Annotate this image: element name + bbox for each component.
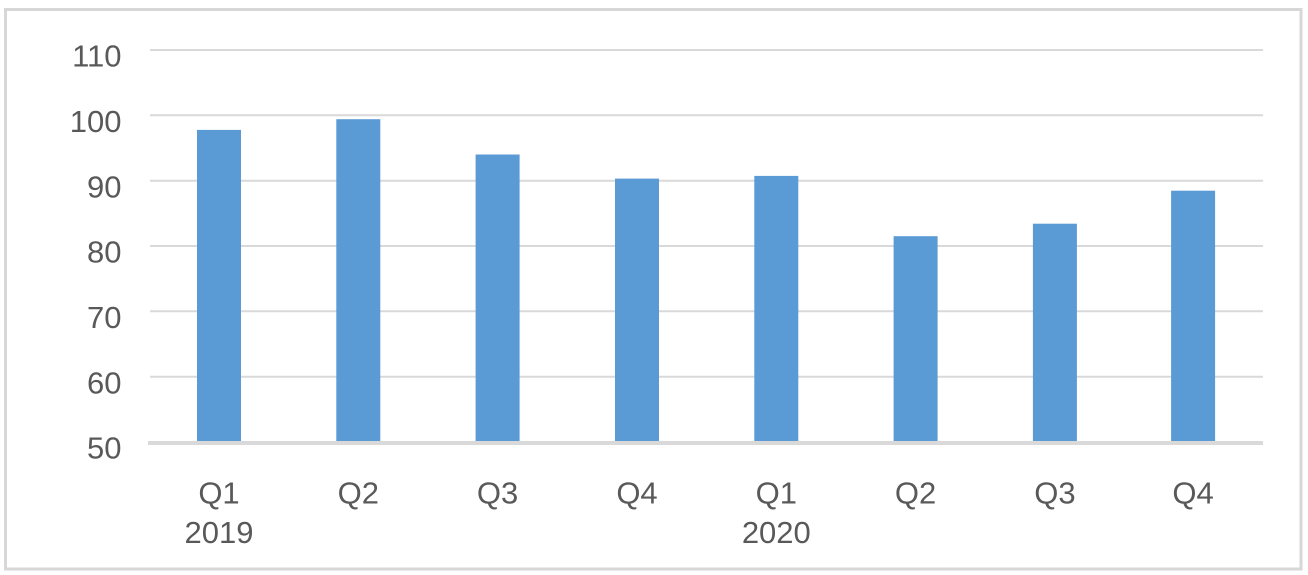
svg-text:Q3: Q3 <box>477 476 518 511</box>
svg-text:2020: 2020 <box>742 515 811 550</box>
svg-text:Q1: Q1 <box>198 476 239 511</box>
svg-text:110: 110 <box>72 39 121 74</box>
svg-text:Q4: Q4 <box>1172 476 1213 511</box>
svg-text:100: 100 <box>70 104 122 139</box>
svg-text:60: 60 <box>87 365 121 400</box>
svg-text:50: 50 <box>87 431 121 466</box>
svg-text:90: 90 <box>87 169 121 204</box>
svg-text:Q4: Q4 <box>616 476 657 511</box>
svg-text:Q2: Q2 <box>338 476 379 511</box>
svg-text:80: 80 <box>87 235 121 270</box>
svg-text:2019: 2019 <box>185 515 254 550</box>
svg-text:Q3: Q3 <box>1034 476 1075 511</box>
svg-text:70: 70 <box>87 300 121 335</box>
svg-text:Q2: Q2 <box>895 476 936 511</box>
svg-text:Q1: Q1 <box>756 476 797 511</box>
